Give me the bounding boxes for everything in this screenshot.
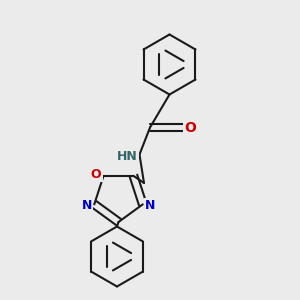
Text: HN: HN [117, 149, 138, 163]
Text: N: N [145, 200, 155, 212]
Text: O: O [91, 168, 101, 181]
Text: O: O [184, 121, 196, 134]
Text: N: N [82, 200, 92, 212]
